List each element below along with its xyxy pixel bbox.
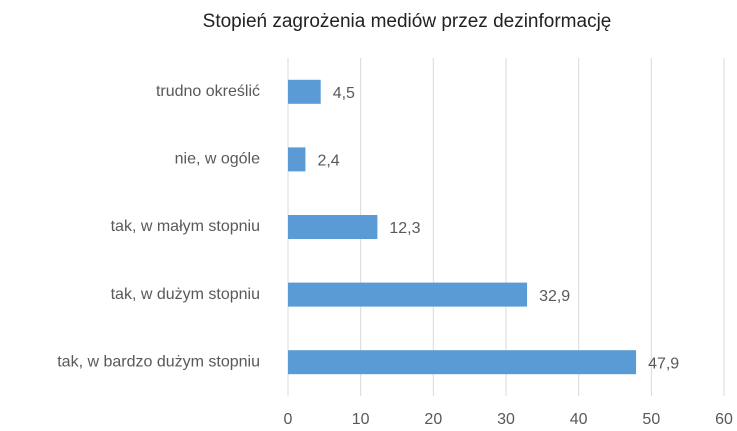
value-label: 32,9 bbox=[539, 288, 570, 305]
bar bbox=[288, 215, 378, 239]
x-tick-label: 10 bbox=[352, 411, 370, 428]
bar bbox=[288, 79, 321, 104]
bar bbox=[288, 147, 306, 172]
value-label: 47,9 bbox=[648, 355, 679, 372]
value-label: 2,4 bbox=[317, 153, 339, 170]
x-tick-label: 30 bbox=[497, 411, 515, 428]
bar bbox=[288, 282, 528, 307]
x-tick-label: 50 bbox=[642, 411, 660, 428]
chart-title: Stopień zagrożenia mediów przez dezinfor… bbox=[203, 11, 612, 32]
x-tick-label: 0 bbox=[284, 411, 293, 428]
bar bbox=[288, 350, 637, 375]
x-tick-label: 40 bbox=[570, 411, 588, 428]
y-tick-label: nie, w ogóle bbox=[175, 151, 260, 168]
value-label: 4,5 bbox=[333, 85, 355, 102]
x-tick-label: 60 bbox=[715, 411, 733, 428]
y-tick-label: trudno określić bbox=[156, 83, 260, 100]
x-tick-label: 20 bbox=[424, 411, 442, 428]
value-label: 12,3 bbox=[389, 220, 420, 237]
y-tick-label: tak, w dużym stopniu bbox=[111, 286, 260, 303]
y-tick-label: tak, w małym stopniu bbox=[111, 218, 260, 235]
y-tick-label: tak, w bardzo dużym stopniu bbox=[57, 353, 260, 370]
